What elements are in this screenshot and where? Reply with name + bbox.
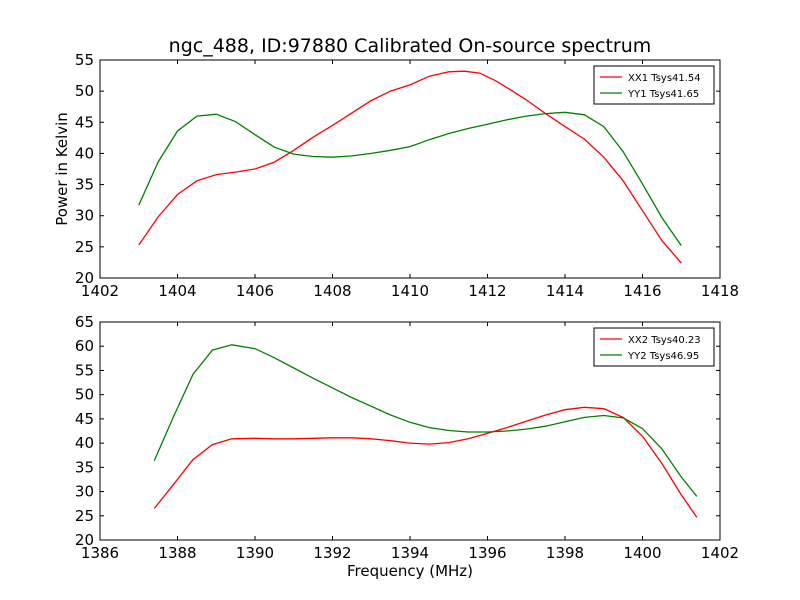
legend-entry: YY1 Tsys41.65 — [627, 89, 699, 100]
x-tick-label: 1402 — [701, 544, 739, 562]
y-axis-label: Power in Kelvin — [53, 112, 71, 226]
y-tick-label: 40 — [75, 144, 94, 162]
y-tick-label: 35 — [75, 176, 94, 194]
legend-box — [593, 65, 715, 105]
x-tick-label: 1386 — [81, 544, 119, 562]
x-tick-label: 1390 — [236, 544, 274, 562]
y-tick-label: 50 — [75, 82, 94, 100]
series-line-yy1 — [138, 111, 682, 246]
x-tick-label: 1418 — [701, 282, 739, 300]
x-tick-label: 1402 — [81, 282, 119, 300]
y-tick-label: 20 — [75, 269, 94, 287]
x-tick-label: 1392 — [313, 544, 351, 562]
x-tick-label: 1416 — [623, 282, 661, 300]
x-tick-label: 1414 — [546, 282, 584, 300]
x-tick-label: 1412 — [468, 282, 506, 300]
x-tick-label: 1406 — [236, 282, 274, 300]
y-tick-label: 50 — [75, 386, 94, 404]
x-axis-label: Frequency (MHz) — [347, 562, 473, 580]
y-tick-label: 30 — [75, 483, 94, 501]
chart-title: ngc_488, ID:97880 Calibrated On-source s… — [169, 35, 652, 57]
y-tick-label: 45 — [75, 113, 94, 131]
y-tick-label: 25 — [75, 507, 94, 525]
y-tick-label: 65 — [75, 313, 94, 331]
x-tick-label: 1398 — [546, 544, 584, 562]
y-tick-label: 40 — [75, 434, 94, 452]
legend-entry: YY2 Tsys46.95 — [627, 351, 699, 362]
x-tick-label: 1404 — [158, 282, 196, 300]
legend-entry: XX1 Tsys41.54 — [628, 73, 701, 84]
x-tick-label: 1410 — [391, 282, 429, 300]
y-tick-label: 55 — [75, 361, 94, 379]
x-tick-label: 1394 — [391, 544, 429, 562]
legend-box — [593, 327, 715, 367]
y-tick-label: 20 — [75, 531, 94, 549]
x-tick-label: 1400 — [623, 544, 661, 562]
legend-entry: XX2 Tsys40.23 — [628, 335, 701, 346]
y-tick-label: 35 — [75, 458, 94, 476]
series-line-xx1 — [138, 70, 682, 264]
bottom-spectrum-chart: 1386 1388 1390 1392 1394 1396 1398 1400 1402 20 25… — [75, 313, 739, 580]
y-tick-label: 55 — [75, 51, 94, 69]
legend: XX2 Tsys40.23 YY2 Tsys46.95 — [593, 327, 715, 367]
x-tick-label: 1388 — [158, 544, 196, 562]
y-tick-label: 30 — [75, 207, 94, 225]
y-tick-label: 45 — [75, 410, 94, 428]
series-line-xx2 — [153, 406, 698, 518]
y-tick-label: 60 — [75, 337, 94, 355]
top-spectrum-chart: 1402 1404 1406 1408 1410 1412 1414 1416 1418 20 25… — [53, 35, 739, 300]
y-tick-label: 25 — [75, 238, 94, 256]
x-tick-label: 1396 — [468, 544, 506, 562]
x-tick-label: 1408 — [313, 282, 351, 300]
series-line-yy2 — [153, 344, 698, 497]
legend: XX1 Tsys41.54 YY1 Tsys41.65 — [593, 65, 715, 105]
